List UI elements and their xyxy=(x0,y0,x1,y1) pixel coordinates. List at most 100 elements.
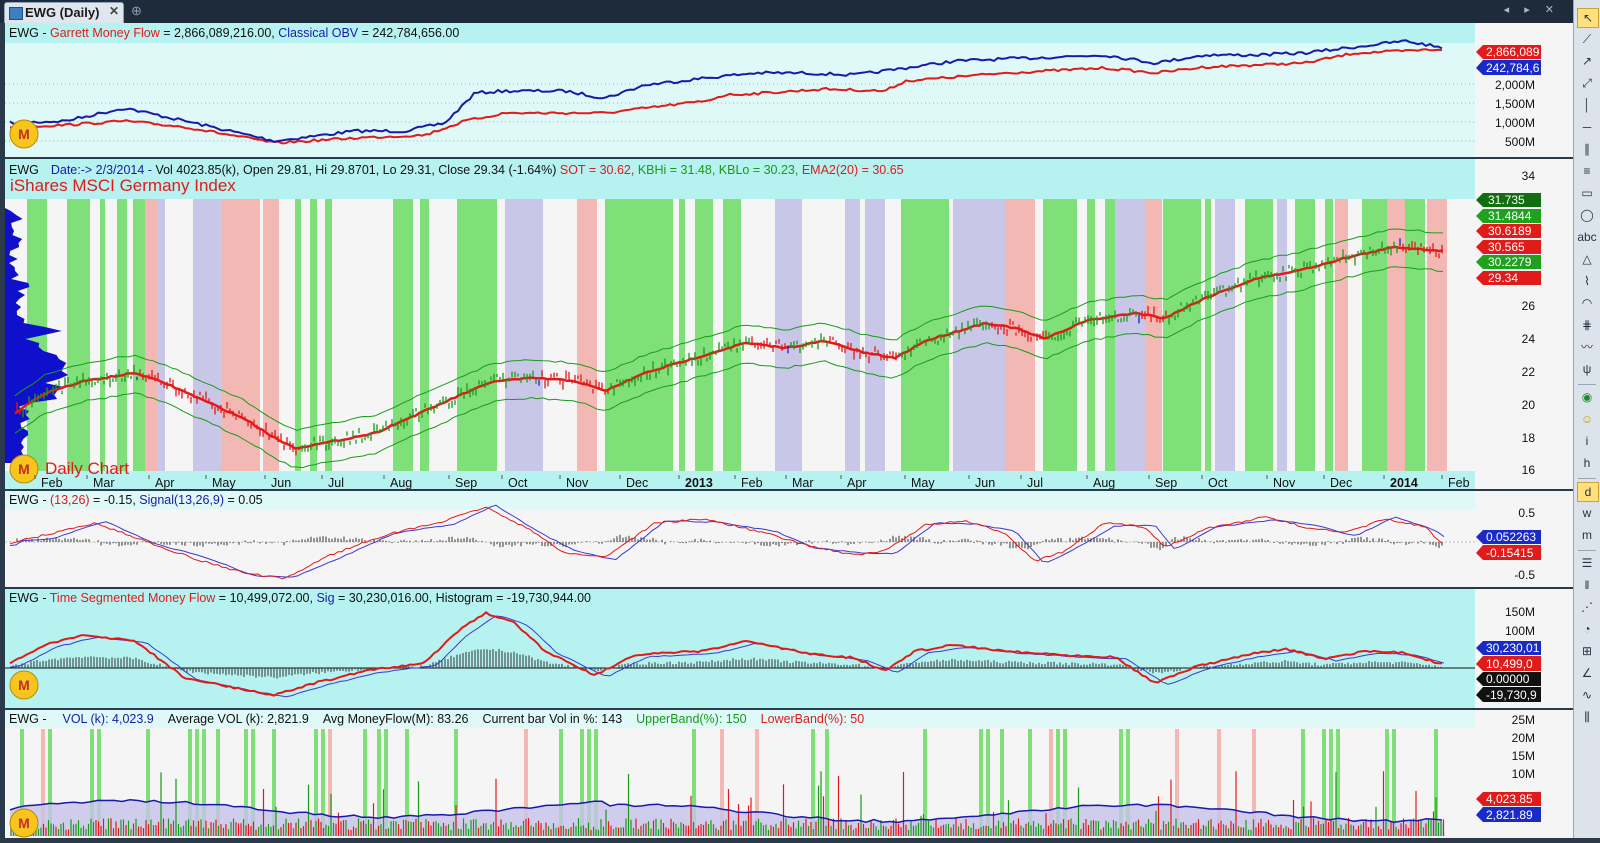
macd-axis-label: -0.5 xyxy=(1514,568,1535,582)
panel1-header: EWG - Garrett Money Flow = 2,866,089,216… xyxy=(9,26,459,40)
globe-icon[interactable]: ◉ xyxy=(1581,390,1593,404)
macd-panel[interactable]: EWG - (13,26) = -0.15, Signal(13,26,9) =… xyxy=(5,491,1475,587)
price-axis-label: 24 xyxy=(1522,332,1536,346)
bullish-zone xyxy=(679,199,685,471)
panel1-axis-label: 500M xyxy=(1505,135,1535,149)
fan-icon[interactable]: ⋰ xyxy=(1581,600,1593,614)
zigzag-icon[interactable]: ⌇ xyxy=(1584,274,1590,288)
tsmf-axis-label: 100M xyxy=(1505,624,1535,638)
month-label: Sep xyxy=(455,476,477,490)
h-icon[interactable]: h xyxy=(1583,456,1591,470)
ellipse-icon[interactable]: ◯ xyxy=(1580,208,1594,222)
info-icon[interactable]: i xyxy=(1585,434,1589,448)
price-value-tag-text: 31.4844 xyxy=(1488,209,1532,223)
bullish-zone xyxy=(420,199,429,471)
rectangle-icon[interactable]: ▭ xyxy=(1581,186,1593,200)
arc-icon[interactable]: ◠ xyxy=(1581,296,1593,310)
low-volume-zone xyxy=(1252,729,1256,836)
bullish-zone xyxy=(325,199,332,471)
trend-icon[interactable]: 〰 xyxy=(1580,340,1593,354)
daily-icon[interactable]: d xyxy=(1577,482,1599,502)
horizontal-line-icon[interactable]: ─ xyxy=(1582,120,1592,134)
high-volume-zone xyxy=(1000,729,1004,836)
bullish-zone xyxy=(457,199,497,471)
low-volume-zone xyxy=(1049,729,1053,836)
speed-icon[interactable]: ◔ xyxy=(1583,622,1591,636)
high-volume-zone xyxy=(321,729,325,836)
price-panel[interactable]: EWG Date:-> 2/3/2014 - Vol 4023.85(k), Op… xyxy=(5,159,1475,490)
month-label: Dec xyxy=(626,476,648,490)
high-volume-zone xyxy=(580,729,584,836)
list-icon[interactable]: ☰ xyxy=(1581,556,1593,570)
monthly-icon[interactable]: m xyxy=(1582,528,1592,542)
angle-icon[interactable]: ∠ xyxy=(1581,666,1593,680)
fib-icon[interactable]: ≡ xyxy=(1583,164,1591,178)
keltner-upper-band xyxy=(14,228,1443,432)
window-controls[interactable]: ◂ ▸ ✕ xyxy=(1503,4,1560,16)
bullish-zone xyxy=(100,199,105,471)
columns-icon[interactable]: ⫼ xyxy=(1584,710,1590,724)
month-label: Oct xyxy=(508,476,528,490)
garrett-money-flow-panel[interactable]: EWG - Garrett Money Flow = 2,866,089,216… xyxy=(5,23,1475,157)
volume-panel[interactable]: EWG - VOL (k): 4,023.9 Average VOL (k): 2,… xyxy=(5,710,1475,838)
chart-tab[interactable]: EWG (Daily) ✕ xyxy=(4,2,124,23)
month-label: Nov xyxy=(1273,476,1296,490)
price-value-tag xyxy=(1476,255,1541,269)
high-volume-zone xyxy=(811,729,815,836)
high-volume-zone xyxy=(1336,729,1340,836)
high-volume-zone xyxy=(454,729,458,836)
cursor-icon[interactable]: ↖ xyxy=(1577,8,1599,28)
drawing-toolbar: ↖ ⟋ ↗ ⤢ │ ─ ∥ ≡ ▭ ◯ abc △ ⌇ ◠ ⋕ 〰 ψ ◉ ☺ i h d w m ☰ ‖ ⋰ ◔ ⊞ ∠ ∿ ⫼ xyxy=(1573,0,1600,838)
bullish-zone xyxy=(310,199,317,471)
bearish-zone xyxy=(222,199,260,471)
high-volume-zone xyxy=(314,729,318,836)
parallel-lines-icon[interactable]: ∥ xyxy=(1584,142,1590,156)
average-volume-line xyxy=(9,798,1443,824)
extended-line-icon[interactable]: ⤢ xyxy=(1582,76,1592,90)
high-volume-zone xyxy=(251,729,255,836)
weekly-icon[interactable]: w xyxy=(1582,506,1592,520)
bullish-zone xyxy=(1163,199,1201,471)
pitchfork-icon[interactable]: ψ xyxy=(1582,362,1592,376)
neutral-zone xyxy=(953,199,1005,471)
bars-icon[interactable]: ‖ xyxy=(1584,578,1590,592)
macd-value-tag xyxy=(1476,545,1541,560)
month-label: Jun xyxy=(271,476,291,490)
histogram-value-tag-text: -19,730,9 xyxy=(1486,688,1537,702)
price-value-tag xyxy=(1476,271,1541,285)
smiley-icon[interactable]: ☺ xyxy=(1580,412,1594,426)
logo-icon xyxy=(9,670,39,700)
high-volume-zone xyxy=(594,729,598,836)
volume-zones xyxy=(20,729,1438,836)
bullish-zone xyxy=(1295,199,1315,471)
grid-icon[interactable]: ⊞ xyxy=(1581,644,1593,658)
high-volume-zone xyxy=(559,729,563,836)
new-tab-icon[interactable]: ⊕ xyxy=(131,3,142,18)
cycle-icon[interactable]: ∿ xyxy=(1581,688,1593,702)
vertical-line-icon[interactable]: │ xyxy=(1583,98,1591,112)
gann-icon[interactable]: ⋕ xyxy=(1581,318,1593,332)
tsmf-value-tag xyxy=(1476,656,1541,671)
bullish-zone xyxy=(1405,199,1425,471)
close-tab-icon[interactable]: ✕ xyxy=(108,4,119,18)
bearish-zone xyxy=(145,199,157,471)
line-icon[interactable]: ⟋ xyxy=(1582,32,1592,46)
chart-area[interactable]: M EWG - Garrett Money Flow = 2,866,089,2… xyxy=(5,23,1573,838)
high-volume-zone xyxy=(979,729,983,836)
low-volume-zone xyxy=(1217,729,1221,836)
obv-value-tag xyxy=(1476,60,1541,75)
ray-icon[interactable]: ↗ xyxy=(1581,54,1593,68)
triangle-icon[interactable]: △ xyxy=(1582,252,1592,266)
macd-line xyxy=(9,506,1443,580)
high-volume-zone xyxy=(1119,729,1123,836)
high-volume-zone xyxy=(587,729,591,836)
tsmf-line xyxy=(9,611,1443,697)
time-segmented-money-flow-panel[interactable]: EWG - Time Segmented Money Flow = 10,499… xyxy=(5,589,1475,708)
bullish-zone xyxy=(393,199,413,471)
high-volume-zone xyxy=(825,729,829,836)
bearish-zone xyxy=(1145,199,1162,471)
text-icon[interactable]: abc xyxy=(1577,230,1597,244)
bullish-zone xyxy=(1087,199,1095,471)
month-label: Sep xyxy=(1155,476,1177,490)
bullish-zone xyxy=(1043,199,1077,471)
